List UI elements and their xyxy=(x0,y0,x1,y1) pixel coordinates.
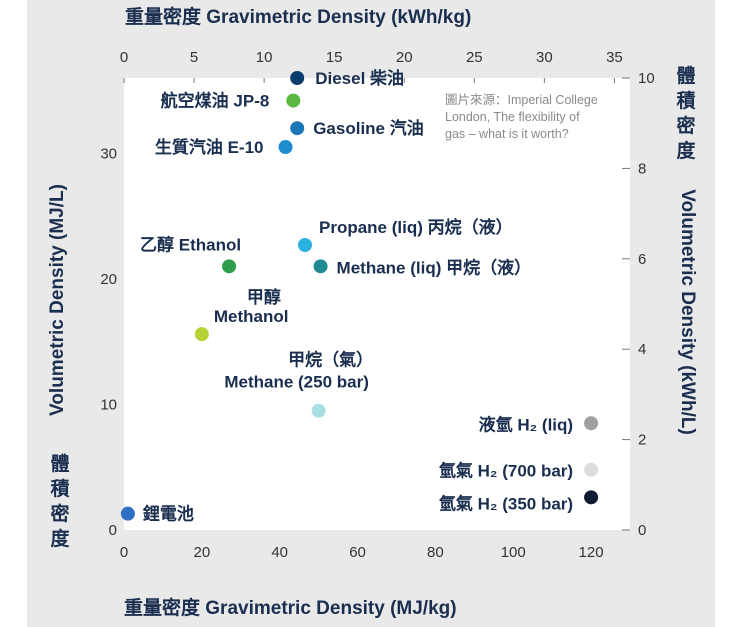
x-top-tick-label: 25 xyxy=(466,49,483,66)
y-tick-label: 20 xyxy=(100,271,117,288)
source-note-line: 圖片來源：Imperial College xyxy=(445,93,598,107)
y-axis-title: Volumetric Density (MJ/L) xyxy=(47,184,68,416)
data-point xyxy=(584,416,599,431)
y-axis-title-cn-char: 積 xyxy=(50,477,69,500)
data-label: Methane (250 bar) xyxy=(224,373,369,392)
x-tick-label: 20 xyxy=(194,544,211,561)
source-note-line: London, The flexibility of xyxy=(445,110,580,124)
y-axis-title-cn-char: 度 xyxy=(50,527,70,550)
y-axis-title-right-cn-char: 積 xyxy=(676,89,695,112)
x-top-tick-label: 20 xyxy=(396,49,413,66)
data-point xyxy=(584,462,599,477)
data-point xyxy=(120,506,135,521)
axis-ticks: 0 20 40 60 80 100 120 0 10 20 30 0 5 10 15 20 25 30 35 0 2 4 6… xyxy=(100,49,654,561)
x-tick-label: 0 xyxy=(120,544,128,561)
data-point xyxy=(290,121,305,136)
y-right-tick-label: 8 xyxy=(638,160,646,177)
data-label: 航空煤油 JP-8 xyxy=(161,91,270,111)
y-tick-label: 30 xyxy=(100,145,117,162)
data-point xyxy=(194,327,209,342)
source-note-line: gas – what is it worth? xyxy=(445,127,569,141)
y-axis-title-cn-char: 體 xyxy=(50,453,69,475)
data-point xyxy=(222,259,237,274)
data-point xyxy=(297,237,312,252)
y-axis-title-right-cn-char: 密 xyxy=(676,114,695,137)
y-right-tick-label: 10 xyxy=(638,70,655,87)
data-label: 氫氣 H₂ (350 bar) xyxy=(439,493,573,513)
y-right-tick-label: 6 xyxy=(638,251,646,268)
x-top-tick-label: 35 xyxy=(606,49,623,66)
data-label: 液氫 H₂ (liq) xyxy=(479,414,573,434)
data-point xyxy=(584,490,599,505)
data-label: 氫氣 H₂ (700 bar) xyxy=(439,461,573,481)
y-axis-title-right: Volumetric Density (kWh/L) xyxy=(677,189,698,435)
data-label: 甲醇 xyxy=(247,287,281,307)
data-label: 鋰電池 xyxy=(143,504,194,524)
x-top-tick-label: 5 xyxy=(190,49,198,66)
y-axis-title-right-cn-char: 體 xyxy=(676,65,695,87)
data-point xyxy=(311,403,326,418)
data-point xyxy=(290,71,305,85)
data-label: Diesel 柴油 xyxy=(315,68,404,88)
x-tick-label: 120 xyxy=(579,544,604,561)
data-label: Propane (liq) 丙烷（液） xyxy=(319,217,513,237)
x-tick-label: 100 xyxy=(501,544,526,561)
top-axis-title: 重量密度 Gravimetric Density (kWh/kg) xyxy=(125,5,471,28)
y-axis-title-cn-char: 密 xyxy=(50,502,69,525)
x-top-tick-label: 15 xyxy=(326,49,343,66)
data-point xyxy=(286,93,301,108)
x-tick-label: 40 xyxy=(271,544,288,561)
data-point xyxy=(278,140,293,155)
source-note: 圖片來源：Imperial College London, The flexibi… xyxy=(445,93,598,141)
x-top-tick-label: 10 xyxy=(256,49,273,66)
data-label: Methane (liq) 甲烷（液） xyxy=(337,257,532,277)
data-label: Methanol xyxy=(214,307,289,326)
y-right-tick-label: 2 xyxy=(638,432,646,449)
data-label: 乙醇 Ethanol xyxy=(140,234,241,254)
x-top-tick-label: 30 xyxy=(536,49,553,66)
data-point xyxy=(313,259,328,274)
y-tick-label: 10 xyxy=(100,396,117,413)
x-axis-title: 重量密度 Gravimetric Density (MJ/kg) xyxy=(124,596,457,619)
x-top-tick-label: 0 xyxy=(120,49,128,66)
plot-area xyxy=(124,78,630,530)
data-points xyxy=(120,71,599,521)
data-label: 甲烷（氣） xyxy=(288,350,373,370)
y-right-tick-label: 4 xyxy=(638,341,646,358)
x-tick-label: 60 xyxy=(349,544,366,561)
data-label: Gasoline 汽油 xyxy=(313,118,424,138)
y-tick-label: 0 xyxy=(109,522,117,539)
x-tick-label: 80 xyxy=(427,544,444,561)
y-axis-title-right-cn-char: 度 xyxy=(676,139,696,162)
y-right-tick-label: 0 xyxy=(638,522,646,539)
data-label: 生質汽油 E-10 xyxy=(155,137,264,157)
